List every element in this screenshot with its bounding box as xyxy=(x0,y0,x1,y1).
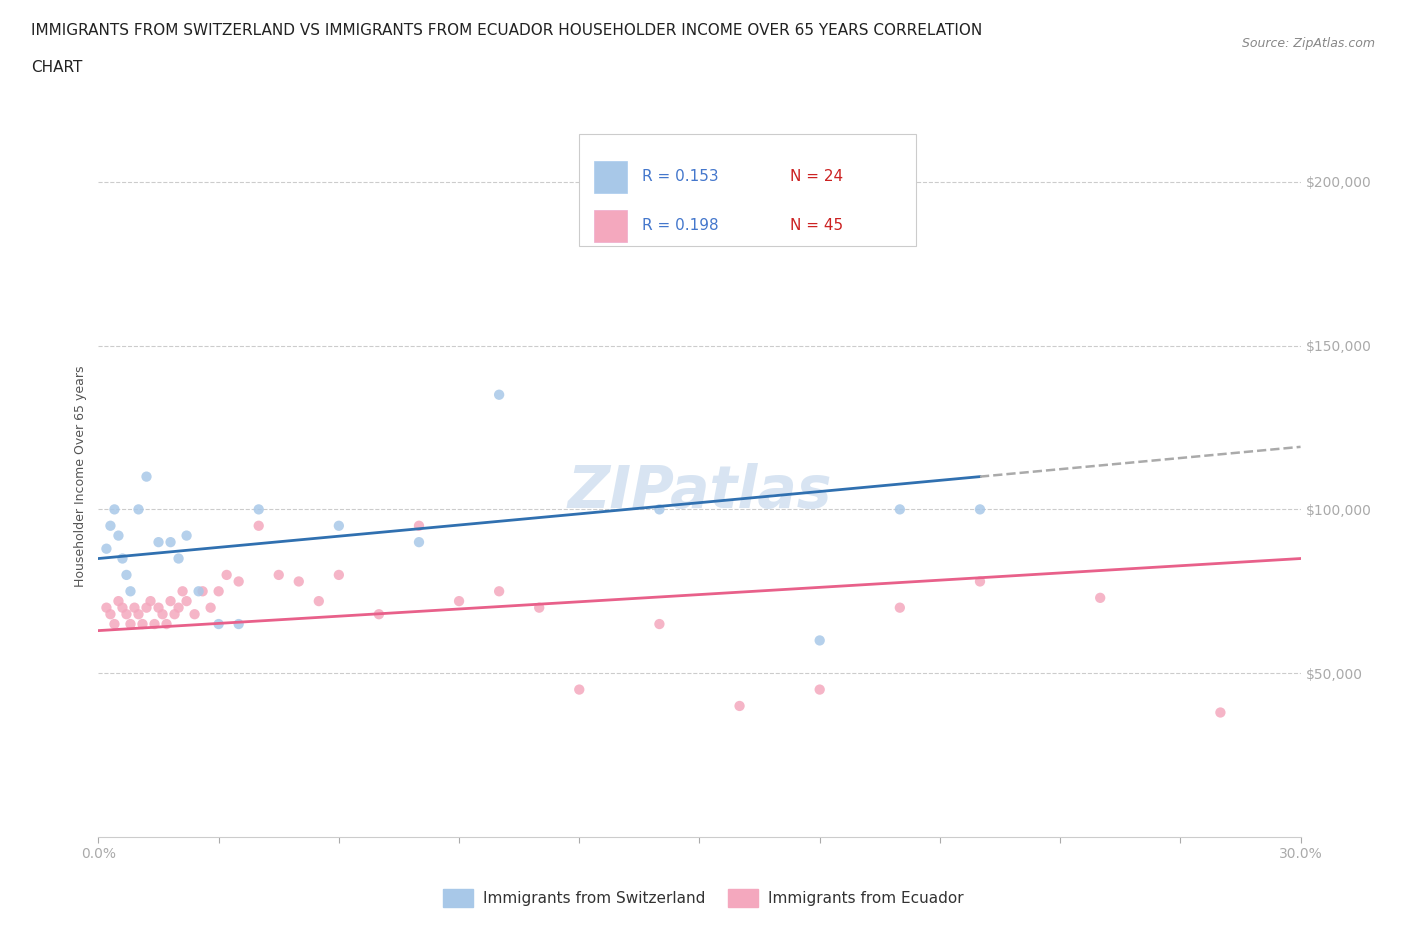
Point xyxy=(163,606,186,621)
Point xyxy=(111,600,134,615)
Point xyxy=(152,606,174,621)
Point xyxy=(131,617,153,631)
Point xyxy=(96,600,118,615)
Legend: Immigrants from Switzerland, Immigrants from Ecuador: Immigrants from Switzerland, Immigrants … xyxy=(437,884,969,913)
Bar xyxy=(593,161,627,193)
Point xyxy=(648,617,671,631)
Y-axis label: Householder Income Over 65 years: Householder Income Over 65 years xyxy=(75,365,87,588)
Point xyxy=(328,567,350,582)
Point xyxy=(247,502,270,517)
Point xyxy=(176,593,198,608)
Text: ZIPatlas: ZIPatlas xyxy=(567,462,832,520)
Point xyxy=(120,584,142,599)
Point xyxy=(148,600,170,615)
Text: N = 45: N = 45 xyxy=(790,219,842,233)
Point xyxy=(1209,705,1232,720)
FancyBboxPatch shape xyxy=(579,134,915,246)
Point xyxy=(135,469,157,484)
Point xyxy=(172,584,194,599)
Point xyxy=(115,606,138,621)
Point xyxy=(176,528,198,543)
Point xyxy=(167,551,190,566)
Point xyxy=(1088,591,1111,605)
Point xyxy=(200,600,222,615)
Point xyxy=(208,584,231,599)
Point xyxy=(103,502,125,517)
Point xyxy=(228,574,250,589)
Point xyxy=(228,617,250,631)
Point xyxy=(267,567,290,582)
Point xyxy=(107,593,129,608)
Point xyxy=(408,518,430,533)
Point xyxy=(447,593,470,608)
Point xyxy=(368,606,391,621)
Point xyxy=(100,518,122,533)
Point xyxy=(247,518,270,533)
Text: N = 24: N = 24 xyxy=(790,169,842,184)
Point xyxy=(969,502,991,517)
Point xyxy=(529,600,551,615)
Point xyxy=(100,606,122,621)
Point xyxy=(287,574,309,589)
Point xyxy=(808,682,831,697)
Point xyxy=(159,593,181,608)
Point xyxy=(308,593,330,608)
Point xyxy=(187,584,209,599)
Point xyxy=(159,535,181,550)
Point xyxy=(155,617,177,631)
Point xyxy=(208,617,231,631)
Point xyxy=(969,574,991,589)
Point xyxy=(215,567,238,582)
Point xyxy=(488,387,510,402)
Point xyxy=(408,535,430,550)
Text: R = 0.198: R = 0.198 xyxy=(641,219,718,233)
Point xyxy=(148,535,170,550)
Point xyxy=(103,617,125,631)
Point xyxy=(191,584,214,599)
Point xyxy=(135,600,157,615)
Point xyxy=(889,600,911,615)
Point xyxy=(183,606,205,621)
Point xyxy=(167,600,190,615)
Point xyxy=(124,600,146,615)
Point xyxy=(808,633,831,648)
Point xyxy=(648,502,671,517)
Point xyxy=(143,617,166,631)
Point xyxy=(96,541,118,556)
Point xyxy=(128,502,150,517)
Point xyxy=(128,606,150,621)
Point xyxy=(728,698,751,713)
Point xyxy=(115,567,138,582)
Text: CHART: CHART xyxy=(31,60,83,75)
Point xyxy=(111,551,134,566)
Point xyxy=(120,617,142,631)
Point xyxy=(889,502,911,517)
Point xyxy=(107,528,129,543)
Bar xyxy=(593,209,627,242)
Text: Source: ZipAtlas.com: Source: ZipAtlas.com xyxy=(1241,37,1375,50)
Point xyxy=(139,593,162,608)
Text: IMMIGRANTS FROM SWITZERLAND VS IMMIGRANTS FROM ECUADOR HOUSEHOLDER INCOME OVER 6: IMMIGRANTS FROM SWITZERLAND VS IMMIGRANT… xyxy=(31,23,983,38)
Point xyxy=(488,584,510,599)
Text: R = 0.153: R = 0.153 xyxy=(641,169,718,184)
Point xyxy=(568,682,591,697)
Point xyxy=(328,518,350,533)
